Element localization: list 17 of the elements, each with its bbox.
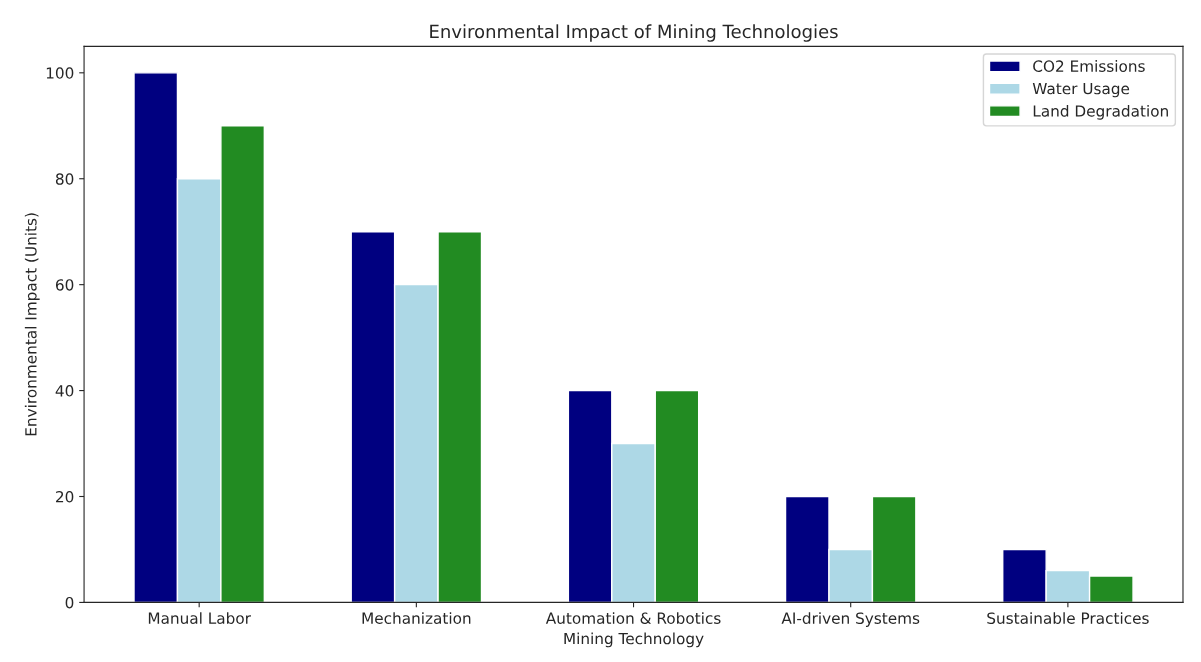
y-tick-label: 40 [55,385,74,397]
x-tick-label: Sustainable Practices [987,612,1149,624]
y-tick-label: 20 [56,490,74,503]
legend-label: Land Degradation [1033,104,1168,120]
x-tick-label: Automation & Robotics [545,612,721,624]
y-tick-label: 80 [55,173,74,185]
x-tick-label: Manual Labor [148,612,251,624]
legend-label: Water Usage [1032,82,1130,98]
x-axis-title: Mining Technology [564,632,704,648]
y-tick-label: 0 [65,596,74,609]
chart-title: Environmental Impact of Mining Technologies [430,24,838,42]
y-tick-label: 60 [55,279,74,291]
legend-label: CO2 Emissions [1033,60,1145,72]
y-tick-label: 100 [46,67,74,79]
y-axis-title: Environmental Impact (Units) [24,213,40,436]
x-tick-label: Mechanization [362,612,471,624]
x-tick-label: AI-driven Systems [781,612,920,627]
